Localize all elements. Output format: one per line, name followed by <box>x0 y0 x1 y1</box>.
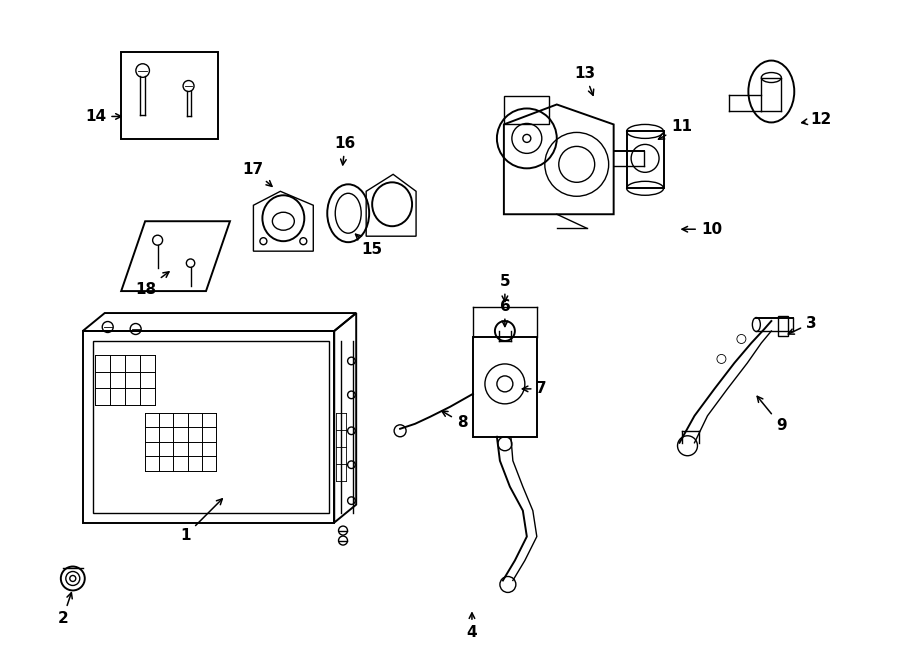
Bar <box>504 97 549 124</box>
Text: 12: 12 <box>802 112 832 127</box>
Text: 14: 14 <box>86 109 122 124</box>
Text: 8: 8 <box>442 411 467 430</box>
Text: 1: 1 <box>180 499 222 543</box>
Text: 9: 9 <box>757 397 787 434</box>
Text: 3: 3 <box>788 315 816 334</box>
Bar <box>121 52 219 139</box>
Text: 17: 17 <box>242 162 272 186</box>
Text: 7: 7 <box>522 381 547 397</box>
Text: 13: 13 <box>574 66 595 95</box>
Text: 18: 18 <box>135 272 169 297</box>
Text: 6: 6 <box>500 299 510 327</box>
Text: 2: 2 <box>58 593 72 626</box>
Text: 5: 5 <box>500 274 510 301</box>
Text: 10: 10 <box>682 221 722 237</box>
Text: 15: 15 <box>356 234 382 256</box>
Text: 16: 16 <box>335 136 356 165</box>
Text: 11: 11 <box>659 119 692 139</box>
Text: 4: 4 <box>466 613 477 640</box>
